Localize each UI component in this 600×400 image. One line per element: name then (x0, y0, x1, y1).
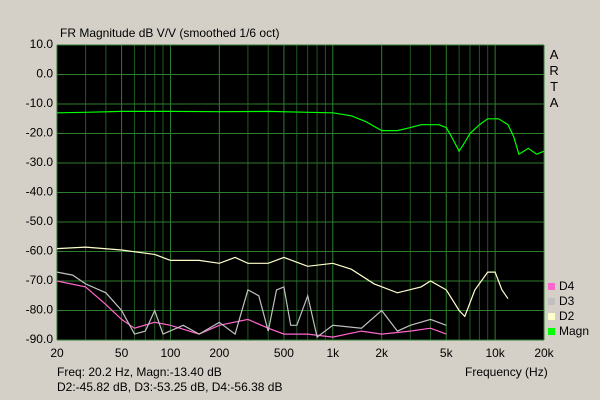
y-tick-label: -20.0 (26, 126, 54, 140)
legend-label: Magn (559, 324, 589, 338)
y-tick-label: -70.0 (26, 273, 54, 287)
data-line (56, 110, 545, 156)
x-tick-label: 10k (485, 346, 505, 360)
chart-title: FR Magnitude dB V/V (smoothed 1/6 oct) (60, 26, 279, 40)
legend-swatch (548, 313, 555, 320)
x-tick-label: 20k (534, 346, 554, 360)
legend-swatch (548, 328, 555, 335)
x-axis-label: Frequency (Hz) (465, 365, 548, 379)
x-tick-label: 20 (50, 346, 64, 360)
y-tick-label: -90.0 (26, 332, 54, 346)
x-tick-label: 50 (115, 346, 129, 360)
legend-label: D2 (559, 309, 575, 323)
side-label: ARTA (547, 47, 562, 111)
legend-swatch (548, 283, 555, 290)
legend-swatch (548, 298, 555, 305)
legend-label: D4 (559, 279, 575, 293)
y-tick-label: -50.0 (26, 214, 54, 228)
y-tick-label: -10.0 (26, 96, 54, 110)
x-tick-label: 2k (375, 346, 389, 360)
legend-label: D3 (559, 294, 575, 308)
data-line (56, 271, 447, 339)
status-text: Freq: 20.2 Hz, Magn:-13.40 dB (57, 365, 222, 379)
x-tick-label: 5k (440, 346, 454, 360)
x-tick-label: 1k (326, 346, 340, 360)
status-text: D2:-45.82 dB, D3:-53.25 dB, D4:-56.38 dB (57, 380, 282, 394)
y-tick-label: -60.0 (26, 244, 54, 258)
data-line (56, 246, 509, 318)
y-tick-label: 10.0 (30, 37, 54, 51)
y-tick-label: 0.0 (36, 67, 53, 81)
y-tick-label: -80.0 (26, 303, 54, 317)
y-tick-label: -30.0 (26, 155, 54, 169)
y-tick-label: -40.0 (26, 185, 54, 199)
x-tick-label: 200 (209, 346, 229, 360)
x-tick-label: 100 (160, 346, 180, 360)
data-line (56, 280, 447, 338)
x-tick-label: 500 (274, 346, 294, 360)
